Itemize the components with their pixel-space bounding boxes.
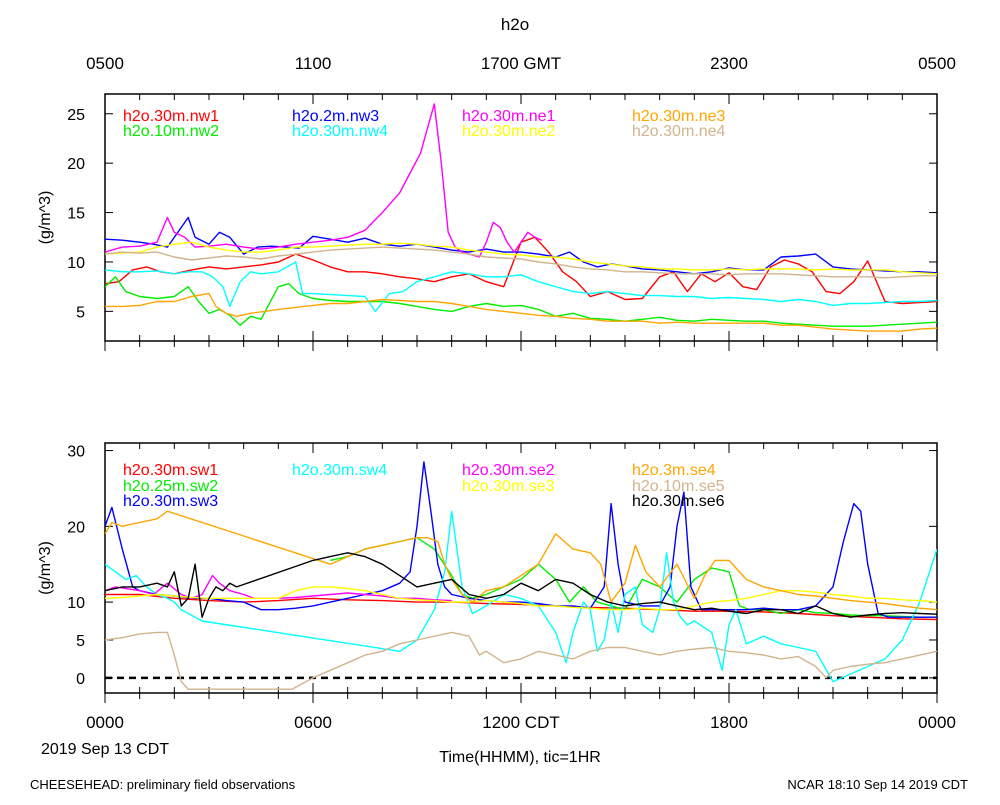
series-line-h2o-10m-se5 [105, 631, 937, 690]
bottom-tick-label: 1200 CDT [482, 713, 559, 732]
legend-entry: h2o.30m.ne4 [632, 123, 726, 140]
legend-entry: h2o.10m.se5 [632, 478, 725, 495]
legend-entry: h2o.30m.se3 [462, 478, 555, 495]
top-tick-label: 1700 GMT [481, 54, 561, 73]
legend-entry: h2o.10m.nw2 [123, 123, 219, 140]
series-line-h2o-30m-nw1 [105, 236, 937, 305]
bottom-axis-ticks: 0000 0600 1200 CDT 1800 0000 [86, 713, 956, 732]
series-line-h2o-30m-ne2 [105, 241, 937, 275]
y-tick-label: 30 [67, 444, 85, 461]
top-tick-label: 0500 [86, 54, 124, 73]
y-axis-label: (g/m^3) [37, 191, 54, 245]
date-label: 2019 Sep 13 CDT [41, 741, 169, 758]
y-tick-label: 0 [76, 671, 85, 688]
y-tick-label: 20 [67, 156, 85, 173]
legend-entry: h2o.3m.se4 [632, 462, 716, 479]
series-line-h2o-30m-se2 [105, 574, 452, 602]
legend-entry: h2o.30m.ne1 [462, 108, 556, 125]
top-tick-label: 1100 [295, 54, 332, 73]
series-group [105, 103, 937, 332]
series-line-h2o-30m-ne4 [105, 246, 937, 279]
series-line-h2o-30m-sw4 [105, 510, 937, 683]
bottom-tick-label: 1800 [710, 713, 748, 732]
figure-title: h2o [501, 15, 529, 34]
y-tick-label: 10 [67, 595, 85, 612]
y-tick-label: 10 [67, 255, 85, 272]
top-axis-ticks: 0500 1100 1700 GMT 2300 0500 [86, 54, 956, 73]
legend-entry: h2o.30m.ne2 [462, 123, 556, 140]
series-line-h2o-10m-nw2 [105, 276, 937, 327]
series-line-h2o-2m-nw3 [105, 216, 937, 275]
bottom-tick-label: 0000 [918, 713, 956, 732]
y-tick-label: 5 [76, 304, 85, 321]
legend-entry: h2o.30m.se2 [462, 462, 555, 479]
legend-entry: h2o.2m.nw3 [292, 108, 379, 125]
series-line-h2o-30m-ne1 [105, 103, 543, 258]
y-tick-label: 25 [67, 107, 85, 124]
legend-entry: h2o.30m.se6 [632, 493, 725, 510]
top-tick-label: 2300 [710, 54, 748, 73]
legend-entry: h2o.30m.nw4 [292, 123, 388, 140]
legend-entry: h2o.30m.nw1 [123, 108, 219, 125]
y-axis-label: (g/m^3) [37, 541, 54, 595]
x-axis-label: Time(HHMM), tic=1HR [439, 749, 601, 766]
legend-entry: h2o.30m.ne3 [632, 108, 726, 125]
legend-entry: h2o.30m.sw1 [123, 462, 218, 479]
bottom-tick-label: 0000 [86, 713, 124, 732]
series-line-h2o-30m-ne3 [105, 292, 937, 332]
footer-left: CHEESEHEAD: preliminary field observatio… [30, 777, 296, 792]
legend-entry: h2o.30m.sw3 [123, 493, 218, 510]
footer-right: NCAR 18:10 Sep 14 2019 CDT [787, 777, 968, 792]
series-group [105, 461, 937, 690]
series-line-h2o-30m-nw4 [105, 261, 937, 313]
legend-entry: h2o.25m.sw2 [123, 478, 218, 495]
panel-bottom: 05102030(g/m^3)h2o.30m.sw1h2o.25m.sw2h2o… [37, 442, 938, 703]
series-line-h2o-30m-se3 [105, 586, 937, 611]
top-tick-label: 0500 [918, 54, 956, 73]
series-line-h2o-30m-sw3 [105, 461, 937, 618]
y-tick-label: 20 [67, 519, 85, 536]
series-line-h2o-30m-se6 [105, 552, 937, 618]
legend-entry: h2o.30m.sw4 [292, 462, 387, 479]
bottom-tick-label: 0600 [294, 713, 332, 732]
y-tick-label: 15 [67, 206, 85, 223]
series-line-h2o-3m-se4 [105, 510, 937, 611]
y-tick-label: 5 [76, 633, 85, 650]
